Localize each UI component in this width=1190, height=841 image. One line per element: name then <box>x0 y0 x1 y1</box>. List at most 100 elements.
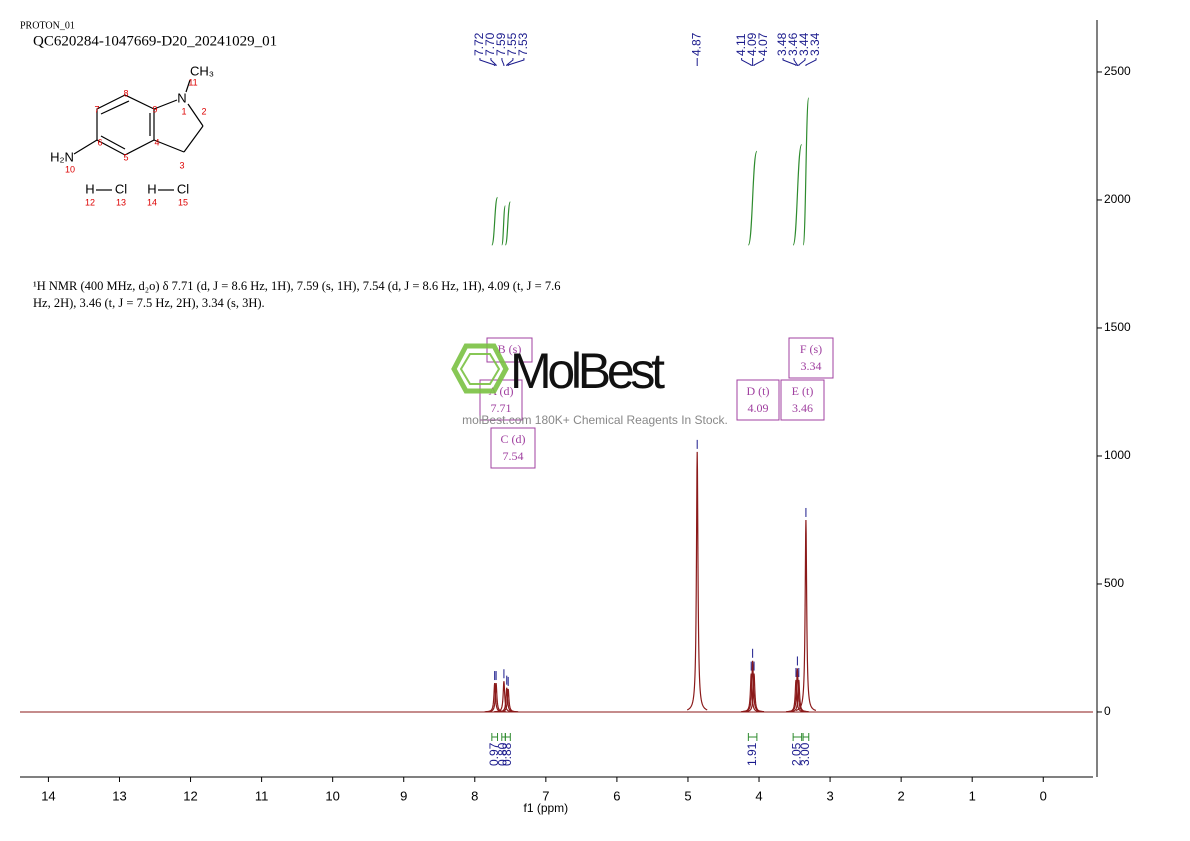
x-tick-label: 14 <box>41 788 55 803</box>
atom-label: N <box>177 90 186 105</box>
integral-curve <box>504 201 511 246</box>
peak-label: 4.87 <box>689 32 703 56</box>
integral-bracket <box>504 733 511 741</box>
peak <box>744 673 765 713</box>
integral-curve <box>747 150 758 246</box>
atom-label: H <box>147 181 156 196</box>
peak-label: 3.34 <box>808 32 822 56</box>
integral-curve <box>802 97 810 246</box>
integral-label: 0.97 <box>487 742 501 766</box>
integral-bracket <box>802 733 810 741</box>
x-tick-label: 9 <box>400 788 407 803</box>
watermark-logo: MolBest <box>510 343 665 399</box>
x-tick-label: 0 <box>1040 788 1047 803</box>
integral-curve <box>792 143 803 246</box>
atom-label: Cl <box>115 181 127 196</box>
multiplet-name: C (d) <box>501 432 526 446</box>
integral-bracket <box>491 733 499 741</box>
atom-number: 11 <box>188 77 197 87</box>
atom-number: 10 <box>65 164 75 174</box>
multiplet-name: D (t) <box>747 384 770 398</box>
x-tick-label: 7 <box>542 788 549 803</box>
peak-leader <box>490 58 497 66</box>
peak-leader <box>793 58 798 66</box>
peak-label: 3.48 <box>775 32 789 56</box>
logo-hexagon-inner <box>459 353 501 385</box>
x-tick-label: 1 <box>969 788 976 803</box>
peak-label: 4.09 <box>745 32 759 56</box>
x-tick-label: 10 <box>325 788 339 803</box>
atom-number: 8 <box>123 88 128 98</box>
atom-number: 7 <box>94 104 99 114</box>
peak-leader <box>501 58 505 66</box>
y-tick-label: 2000 <box>1104 192 1131 206</box>
peak-label: 3.44 <box>797 32 811 56</box>
atom-number: 13 <box>116 197 126 207</box>
peak <box>686 451 708 711</box>
multiplet-box <box>780 379 825 421</box>
multiplet-shift: 4.09 <box>748 401 769 415</box>
peak-label: 4.11 <box>734 33 748 56</box>
peak-label: 7.55 <box>505 32 519 56</box>
multiplet-name: F (s) <box>800 342 822 356</box>
peak-leader <box>506 58 514 66</box>
peak-label: 7.59 <box>494 32 508 56</box>
multiplet-name: B (s) <box>498 342 522 356</box>
peak <box>498 688 519 713</box>
atom-number: 2 <box>201 106 206 116</box>
y-tick-label: 500 <box>1104 576 1124 590</box>
atom-number: 6 <box>97 137 102 147</box>
integral-bracket <box>501 733 506 741</box>
peak-leader <box>798 58 806 66</box>
y-tick-label: 0 <box>1104 704 1111 718</box>
peak-label: 7.53 <box>516 32 530 56</box>
multiplet-shift: 3.34 <box>801 359 822 373</box>
atom-number: 15 <box>178 197 188 207</box>
integral-bracket <box>747 733 758 741</box>
peak-leader <box>782 58 797 66</box>
multiplet-shift: 7.54 <box>503 449 524 463</box>
peak-leader <box>507 58 525 66</box>
x-tick-label: 5 <box>684 788 691 803</box>
x-tick-label: 13 <box>112 788 126 803</box>
integral-label: 3.00 <box>798 742 812 766</box>
peak-label: 7.72 <box>472 32 486 56</box>
atom-number: 12 <box>85 197 95 207</box>
multiplet-box <box>490 427 536 469</box>
x-tick-label: 6 <box>613 788 620 803</box>
multiplet-box <box>736 379 780 421</box>
peak-label: 3.46 <box>786 32 800 56</box>
x-axis-label: f1 (ppm) <box>523 801 568 815</box>
atom-number: 1 <box>181 106 186 116</box>
multiplet-shift: 7.71 <box>491 401 512 415</box>
atom-number: 5 <box>123 152 128 162</box>
atom-label: H₂N <box>50 149 74 164</box>
x-tick-label: 8 <box>471 788 478 803</box>
integral-curve <box>491 196 499 246</box>
experiment: PROTON_01 <box>20 20 75 31</box>
y-tick-label: 1000 <box>1104 448 1131 462</box>
x-tick-label: 3 <box>826 788 833 803</box>
integral-bracket <box>792 733 803 741</box>
multiplet-box <box>479 379 523 421</box>
atom-label: Cl <box>177 181 189 196</box>
peak-leader <box>753 58 765 66</box>
multiplet-name: E (t) <box>792 384 814 398</box>
atom-number: 14 <box>147 197 157 207</box>
integral-label: 0.88 <box>500 742 514 766</box>
integral-curve <box>501 205 506 246</box>
multiplet-shift: 3.46 <box>792 401 813 415</box>
nmr-description: ¹H NMR (400 MHz, d₂o) δ 7.71 (d, J = 8.6… <box>33 279 561 310</box>
peak-label: 7.70 <box>483 32 497 56</box>
structure <box>73 79 204 191</box>
integral-label: 0.80 <box>496 742 510 766</box>
multiplet-box <box>788 337 834 379</box>
peak-leader <box>479 58 496 66</box>
peak <box>788 679 809 713</box>
x-tick-label: 2 <box>898 788 905 803</box>
atom-number: 3 <box>179 160 184 170</box>
peak-leader <box>741 58 752 66</box>
atom-number: 4 <box>154 137 159 147</box>
